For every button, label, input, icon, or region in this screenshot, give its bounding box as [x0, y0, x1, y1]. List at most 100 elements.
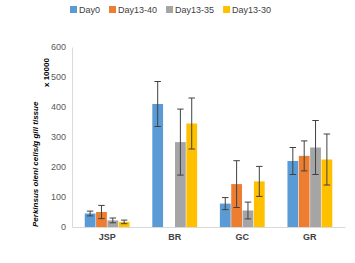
error-bar-line: [222, 209, 228, 210]
legend-item: Day13-30: [223, 5, 271, 15]
y-axis-line: [72, 48, 73, 228]
y-tick-label: 300: [51, 132, 66, 142]
error-bar-line: [290, 147, 296, 148]
x-tick-label: GR: [303, 232, 317, 242]
error-bar-line: [154, 126, 160, 127]
error-bar-line: [245, 218, 251, 219]
error-bar-line: [304, 141, 305, 171]
legend-label: Day13-40: [118, 5, 157, 15]
error-bar: [324, 134, 330, 185]
y-tick: 0: [61, 222, 72, 232]
y-axis: 0 100 200 300 400 500 600: [51, 42, 73, 232]
legend-swatch: [109, 6, 116, 13]
error-bar-line: [110, 222, 116, 223]
y-axis-title: Perkinsus oleni cells/g gill tissue: [31, 101, 40, 227]
y-tick-label: 600: [51, 42, 66, 52]
error-bar-line: [290, 174, 296, 175]
error-bar-line: [177, 109, 183, 110]
error-bar-line: [191, 98, 192, 149]
legend-item: Day13-40: [109, 5, 157, 15]
error-bar-line: [112, 218, 113, 223]
legend: Day0Day13-40Day13-35Day13-30: [70, 5, 271, 15]
x-tick-label: BR: [168, 232, 181, 242]
error-bar-line: [154, 81, 160, 82]
error-bar-line: [324, 185, 330, 186]
plot-area: 0 100 200 300 400 500 600 JSP BR GC GR: [51, 42, 346, 242]
y-tick-label: 400: [51, 102, 66, 112]
legend-swatch: [166, 6, 173, 13]
y-tick-label: 0: [61, 222, 66, 232]
error-bar: [256, 166, 262, 196]
legend-swatch: [223, 6, 230, 13]
error-bar-line: [180, 109, 181, 175]
error-bar: [98, 205, 104, 218]
error-bar: [245, 202, 251, 219]
error-bar-line: [110, 218, 116, 219]
y-tick-label: 200: [51, 162, 66, 172]
error-bar: [188, 98, 194, 149]
x-tick-label: JSP: [99, 232, 116, 242]
error-bar: [110, 218, 116, 223]
error-bar: [121, 220, 127, 224]
error-bar-line: [301, 170, 307, 171]
legend-item: Day0: [70, 5, 100, 15]
error-bar: [290, 148, 296, 175]
legend-label: Day0: [79, 5, 100, 15]
legend-label: Day13-30: [232, 5, 271, 15]
error-bar: [154, 82, 160, 127]
error-bar-line: [326, 134, 327, 185]
error-bar-line: [101, 205, 102, 218]
x-tick-label: GC: [236, 232, 250, 242]
y-tick: 600: [51, 42, 72, 52]
error-bar-line: [121, 220, 127, 221]
error-bar-line: [188, 149, 194, 150]
y-tick: 500: [51, 72, 72, 82]
error-bar-line: [324, 134, 330, 135]
error-bar-line: [312, 120, 318, 121]
series: [119, 98, 333, 227]
error-bar-line: [259, 166, 260, 196]
error-bar: [301, 141, 307, 171]
x-axis-line: [73, 227, 346, 228]
x-axis: JSP BR GC GR: [73, 227, 346, 242]
legend-swatch: [70, 6, 77, 13]
error-bar-line: [301, 140, 307, 141]
error-bar-line: [90, 211, 91, 216]
x-tick: GC: [236, 227, 250, 242]
error-bar-line: [98, 205, 104, 206]
chart: 0 100 200 300 400 500 600 JSP BR GC GR Perkinsus ol…: [0, 0, 355, 263]
error-bar-line: [87, 215, 93, 216]
error-bar-line: [188, 98, 194, 99]
error-bar-line: [124, 220, 125, 224]
error-bar-line: [315, 121, 316, 175]
series: [85, 82, 299, 228]
error-bar-line: [98, 218, 104, 219]
x-tick: BR: [168, 227, 181, 242]
error-bar-line: [245, 202, 251, 203]
error-bar-line: [233, 160, 239, 161]
error-bar: [233, 161, 239, 208]
x-tick: GR: [303, 227, 317, 242]
error-bar-line: [236, 161, 237, 208]
error-bar-line: [233, 207, 239, 208]
error-bar: [177, 109, 183, 175]
error-bar-line: [312, 174, 318, 175]
marks: [85, 82, 333, 228]
error-bar-line: [87, 211, 93, 212]
series: [96, 141, 310, 227]
x-tick: JSP: [99, 227, 116, 242]
error-bar-line: [177, 175, 183, 176]
y-tick: 400: [51, 102, 72, 112]
error-bar-line: [247, 202, 248, 219]
error-bar: [312, 121, 318, 175]
y-tick-label: 100: [51, 192, 66, 202]
error-bar: [222, 198, 228, 210]
series: [107, 109, 321, 227]
annotation: x 10000: [42, 58, 51, 87]
error-bar: [87, 211, 93, 216]
bar: [85, 214, 96, 228]
error-bar-line: [256, 196, 262, 197]
error-bar-line: [292, 148, 293, 175]
error-bar-line: [225, 198, 226, 210]
y-tick: 300: [51, 132, 72, 142]
